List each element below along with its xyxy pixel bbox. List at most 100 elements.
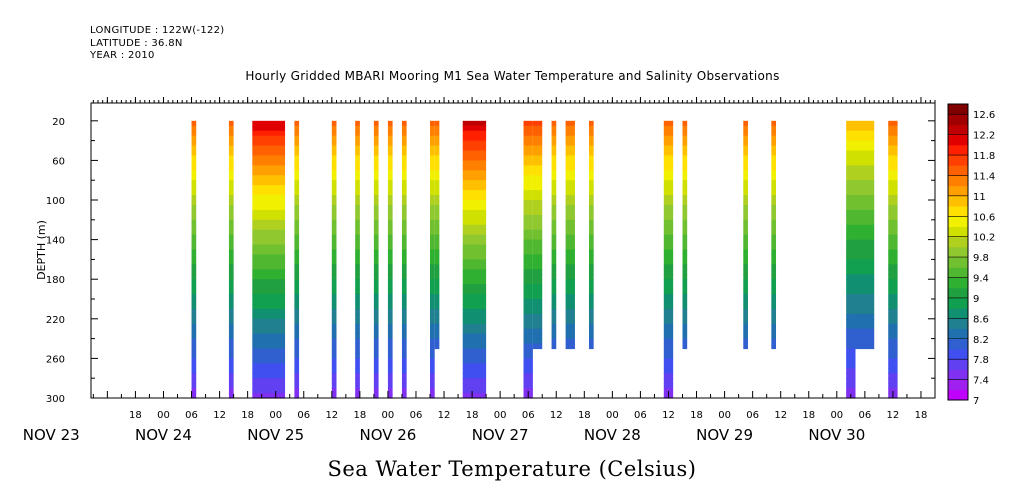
temperature-cell [355,269,360,275]
temperature-cell [771,318,777,325]
temperature-cell [294,313,300,320]
temperature-cell [331,323,337,330]
temperature-cell [743,130,748,137]
temperature-cell [331,368,337,374]
temperature-cell [663,289,674,295]
temperature-cell [523,130,533,137]
temperature-cell [846,289,856,295]
temperature-cell [373,150,379,157]
temperature-cell [565,165,575,171]
temperature-cell [663,249,674,256]
temperature-cell [663,274,674,280]
temperature-cell [373,318,379,325]
temperature-cell [252,383,286,389]
observation-band [252,120,286,399]
temperature-cell [462,170,487,176]
temperature-cell [663,200,674,206]
temperature-cell [434,269,440,275]
temperature-cell [294,308,300,315]
temperature-cell [743,244,748,251]
temperature-cell [373,333,379,340]
temperature-cell [387,393,393,399]
temperature-cell [401,170,407,176]
colorbar-swatch [948,338,968,350]
temperature-cell [401,323,407,330]
temperature-cell [523,125,533,132]
temperature-cell [462,209,487,216]
colorbar-swatch [948,277,968,289]
temperature-cell [532,120,543,127]
temperature-cell [855,318,875,325]
temperature-cell [387,209,393,216]
temperature-cell [743,125,748,132]
temperature-cell [462,373,487,379]
temperature-cell [663,358,674,364]
temperature-cell [430,318,435,325]
temperature-cell [565,279,575,285]
temperature-cell [523,229,533,236]
temperature-cell [294,209,300,216]
observation-band [355,120,360,399]
temperature-cell [743,313,748,320]
colorbar-swatch [948,348,968,360]
temperature-cell [888,318,898,325]
temperature-cell [373,338,379,345]
temperature-cell [771,338,777,345]
temperature-cell [355,135,360,142]
colorbar-swatch [948,369,968,381]
temperature-cell [373,249,379,256]
temperature-cell [523,190,533,196]
temperature-cell [228,383,234,389]
temperature-cell [294,368,300,374]
temperature-cell [294,269,300,275]
temperature-cell [743,289,748,295]
temperature-cell [743,200,748,206]
temperature-cell [294,244,300,251]
temperature-cell [462,120,487,127]
temperature-cell [430,338,435,345]
temperature-cell [355,244,360,251]
temperature-cell [331,363,337,369]
temperature-cell [855,125,875,132]
temperature-cell [771,328,777,335]
temperature-cell [588,333,594,340]
temperature-cell [401,190,407,196]
temperature-cell [532,155,543,162]
temperature-cell [228,185,234,191]
temperature-cell [682,190,688,196]
colorbar-label: 7.8 [973,355,989,366]
temperature-cell [846,338,856,345]
temperature-cell [846,175,856,181]
temperature-cell [228,284,234,290]
temperature-cell [743,279,748,285]
temperature-cell [532,165,543,171]
temperature-cell [191,234,197,241]
temperature-cell [588,145,594,152]
temperature-cell [565,274,575,280]
temperature-cell [228,373,234,379]
temperature-cell [228,209,234,216]
temperature-cell [373,303,379,310]
temperature-cell [663,224,674,231]
temperature-cell [743,204,748,211]
temperature-cell [294,140,300,147]
temperature-cell [682,313,688,320]
temperature-cell [434,284,440,290]
temperature-cell [387,383,393,389]
temperature-cell [532,229,543,236]
plot-border [90,102,936,399]
temperature-cell [743,229,748,236]
temperature-cell [401,160,407,166]
temperature-cell [551,195,557,201]
temperature-cell [355,358,360,364]
temperature-cell [434,195,440,201]
temperature-cell [743,175,748,181]
temperature-cell [331,229,337,236]
temperature-cell [430,383,435,389]
temperature-cell [191,393,197,399]
temperature-cell [771,284,777,290]
temperature-cell [387,224,393,231]
temperature-cell [846,363,856,369]
temperature-cell [294,323,300,330]
temperature-cell [430,289,435,295]
